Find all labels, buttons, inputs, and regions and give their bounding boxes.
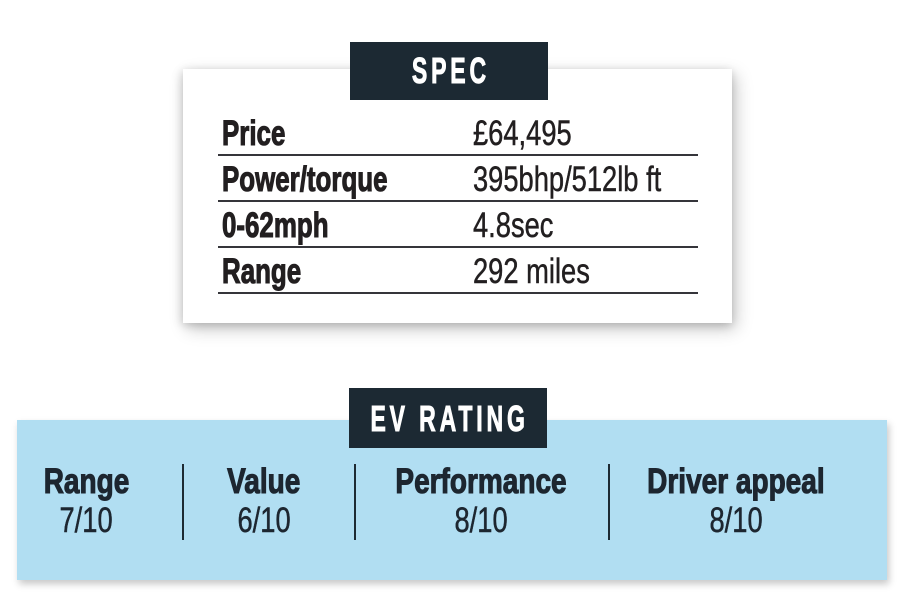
ev-value-performance: 8/10: [454, 501, 508, 540]
spec-row-0-62mph: 0-62mph 4.8sec: [218, 202, 698, 248]
ev-col-performance: Performance 8/10: [361, 462, 601, 540]
ev-rating-title-banner: EV RATING: [349, 388, 547, 448]
ev-value-range: 7/10: [59, 501, 113, 540]
ev-rating-title: EV RATING: [370, 398, 530, 439]
spec-label-range: Range: [222, 252, 302, 291]
spec-label-price: Price: [222, 114, 286, 153]
ev-col-range: Range 7/10: [0, 462, 206, 540]
ev-label-performance: Performance: [395, 462, 567, 501]
ev-value-value: 6/10: [237, 501, 291, 540]
ev-divider-2: [354, 464, 356, 540]
spec-value-0-62mph: 4.8sec: [473, 206, 554, 245]
spec-row-range: Range 292 miles: [218, 248, 698, 294]
spec-title-banner: SPEC: [350, 42, 548, 100]
ev-divider-3: [608, 464, 610, 540]
spec-label-0-62mph: 0-62mph: [222, 206, 329, 245]
ev-label-range: Range: [43, 462, 129, 501]
spec-value-price: £64,495: [473, 114, 572, 153]
spec-table: Price £64,495 Power/torque 395bhp/512lb …: [218, 110, 698, 294]
ev-label-driver-appeal: Driver appeal: [647, 462, 825, 501]
ev-col-value: Value 6/10: [144, 462, 384, 540]
spec-row-power-torque: Power/torque 395bhp/512lb ft: [218, 156, 698, 202]
spec-value-power-torque: 395bhp/512lb ft: [473, 160, 662, 199]
spec-title: SPEC: [411, 50, 490, 91]
ev-divider-1: [182, 464, 184, 540]
spec-value-range: 292 miles: [473, 252, 590, 291]
spec-card: Price £64,495 Power/torque 395bhp/512lb …: [183, 69, 732, 323]
ev-value-driver-appeal: 8/10: [709, 501, 763, 540]
ev-col-driver-appeal: Driver appeal 8/10: [616, 462, 856, 540]
spec-label-power-torque: Power/torque: [222, 160, 388, 199]
ev-label-value: Value: [227, 462, 301, 501]
spec-row-price: Price £64,495: [218, 110, 698, 156]
